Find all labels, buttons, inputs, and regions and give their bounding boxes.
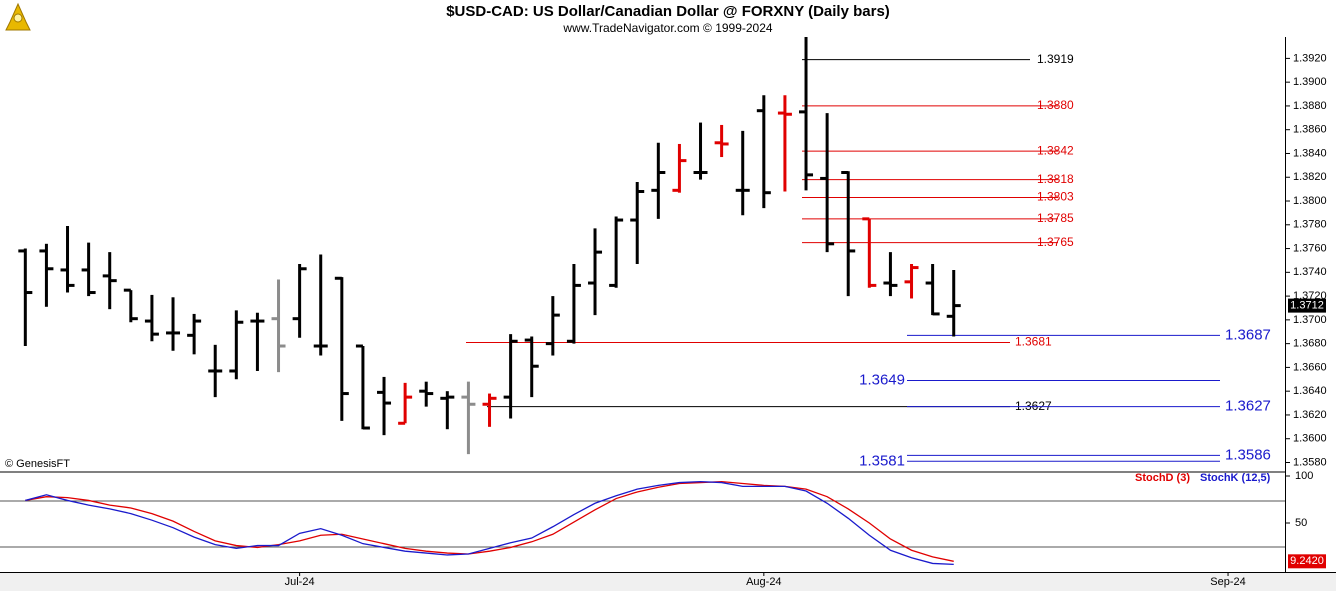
level-label: 1.3581	[859, 452, 905, 469]
y-tick-label: 1.3660	[1293, 361, 1327, 373]
x-axis-strip	[0, 572, 1336, 591]
y-tick-label: 1.3820	[1293, 171, 1327, 183]
level-label: 1.3627	[1015, 399, 1052, 413]
level-label: 1.3765	[1037, 235, 1074, 249]
y-tick-label: 1.3700	[1293, 314, 1327, 326]
level-label: 1.3627	[1225, 398, 1271, 415]
last-stoch-label: 9.2420	[1290, 555, 1324, 567]
stoch-line	[25, 480, 954, 562]
y-tick-label: 1.3860	[1293, 124, 1327, 136]
last-price-tag	[1288, 298, 1326, 313]
y-tick-label: 1.3900	[1293, 76, 1327, 88]
y-tick-label: 1.3880	[1293, 100, 1327, 112]
y-tick-label: 1.3840	[1293, 147, 1327, 159]
legend-label: StochD (3)	[1135, 472, 1190, 484]
x-tick-label: Aug-24	[746, 576, 781, 588]
y-tick-label: 1.3920	[1293, 52, 1327, 64]
level-label: 1.3919	[1037, 52, 1074, 66]
x-tick-label: Sep-24	[1210, 576, 1245, 588]
y-tick-label: 1.3760	[1293, 242, 1327, 254]
chart-title: $USD-CAD: US Dollar/Canadian Dollar @ FO…	[446, 3, 890, 20]
last-price-label: 1.3712	[1290, 300, 1324, 312]
level-label: 1.3649	[859, 371, 905, 388]
y-tick-label: 1.3740	[1293, 266, 1327, 278]
y-tick-label: 1.3680	[1293, 338, 1327, 350]
legend-label: StochK (12,5)	[1200, 472, 1271, 484]
y-tick-label: 1.3640	[1293, 385, 1327, 397]
logo	[5, 2, 31, 31]
x-tick-label: Jul-24	[285, 576, 315, 588]
y2-tick-label: 100	[1295, 470, 1313, 482]
chart-subtitle: www.TradeNavigator.com © 1999-2024	[562, 21, 772, 35]
y-tick-label: 1.3600	[1293, 433, 1327, 445]
level-label: 1.3880	[1037, 98, 1074, 112]
level-label: 1.3803	[1037, 190, 1074, 204]
y-tick-label: 1.3620	[1293, 409, 1327, 421]
level-label: 1.3681	[1015, 335, 1052, 349]
level-label: 1.3687	[1225, 326, 1271, 343]
y-tick-label: 1.3780	[1293, 219, 1327, 231]
y2-tick-label: 50	[1295, 517, 1307, 529]
level-label: 1.3586	[1225, 446, 1271, 463]
level-label: 1.3785	[1037, 211, 1074, 225]
copyright: © GenesisFT	[5, 458, 70, 470]
last-stoch-tag	[1288, 554, 1326, 569]
level-label: 1.3842	[1037, 143, 1074, 157]
y-tick-label: 1.3580	[1293, 456, 1327, 468]
level-label: 1.3818	[1037, 172, 1074, 186]
stoch-line	[25, 480, 954, 566]
y-tick-label: 1.3800	[1293, 195, 1327, 207]
